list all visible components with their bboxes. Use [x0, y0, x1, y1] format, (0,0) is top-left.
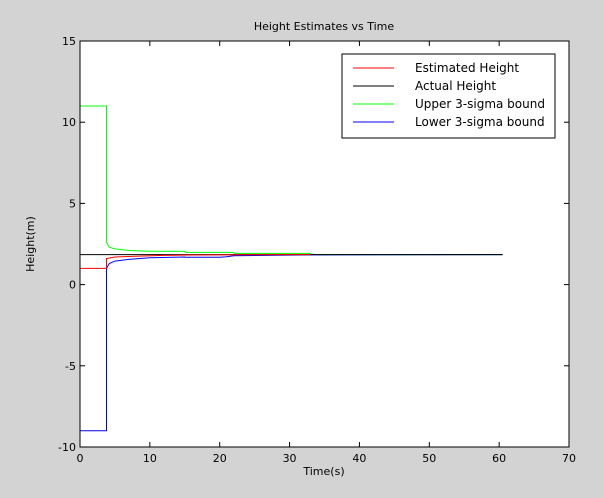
- chart-title: Height Estimates vs Time: [254, 20, 395, 33]
- x-tick-label: 20: [213, 452, 227, 465]
- x-tick-label: 30: [283, 452, 297, 465]
- x-axis-label: Time(s): [302, 465, 344, 478]
- legend-label: Lower 3-sigma bound: [415, 115, 545, 129]
- series-line-estimated-height: [80, 254, 311, 269]
- series-layer: [80, 105, 503, 432]
- y-tick-label: 5: [69, 197, 76, 210]
- x-tick-label: 70: [562, 452, 576, 465]
- y-axis-label: Height(m): [24, 216, 37, 272]
- x-tick-label: 10: [143, 452, 157, 465]
- axes-frame: [79, 40, 570, 448]
- y-tick-label: -5: [65, 360, 76, 373]
- x-tick-label: 40: [352, 452, 366, 465]
- y-tick-label: 15: [62, 35, 76, 48]
- series-line-upper-3-sigma-bound: [80, 105, 503, 256]
- x-tick-label: 50: [422, 452, 436, 465]
- y-tick-label: -10: [58, 441, 76, 454]
- y-tick-label: 10: [62, 116, 76, 129]
- legend: Estimated Height Actual Height Upper 3-sig…: [341, 53, 556, 139]
- legend-label: Estimated Height: [415, 61, 519, 75]
- legend-label: Actual Height: [415, 79, 496, 93]
- legend-label: Upper 3-sigma bound: [415, 97, 545, 111]
- x-tick-label: 0: [77, 452, 84, 465]
- axes-layer: 0 10 20 30 40 50 60 70 -10 -5 0 5 10 15: [58, 35, 576, 465]
- y-tick-label: 0: [69, 279, 76, 292]
- x-tick-label: 60: [492, 452, 506, 465]
